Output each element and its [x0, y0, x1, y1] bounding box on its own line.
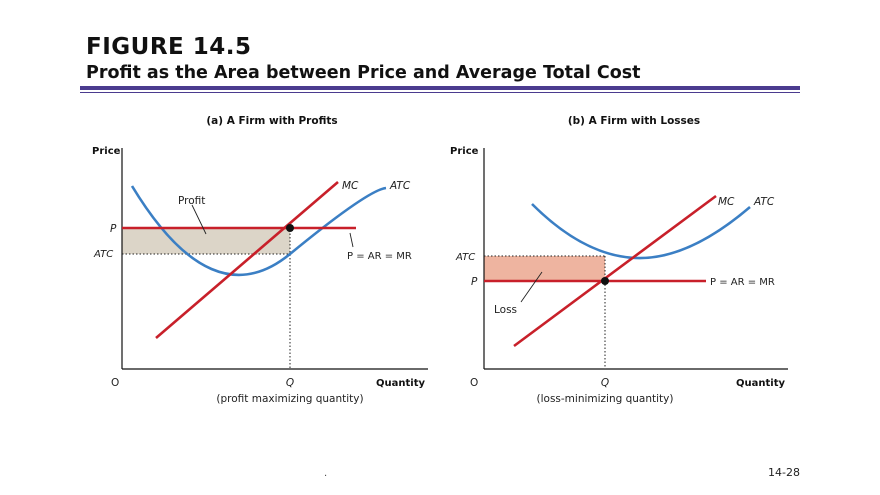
panel-b-title: (b) A Firm with Losses — [568, 115, 700, 127]
page-number: 14-28 — [768, 466, 800, 479]
panel-b-origin-label: O — [470, 377, 478, 389]
panel-a-mc-line — [155, 181, 339, 339]
figure-title: FIGURE 14.5 — [86, 34, 252, 60]
panel-b-mc-label: MC — [718, 196, 735, 208]
header-rule-thick — [80, 86, 800, 90]
panel-b-mc-line — [513, 194, 717, 348]
panel-a-q-label: Q — [286, 377, 294, 389]
panel-b-x-axis-label: Quantity — [736, 378, 785, 389]
panel-b-atc-curve — [531, 203, 751, 260]
loss-label: Loss — [494, 304, 517, 316]
header-rule-thin — [80, 92, 800, 93]
panel-b-q-caption: (loss-minimizing quantity) — [537, 393, 674, 405]
panel-b-atc-curve-label: ATC — [753, 196, 775, 208]
footer-dot: . — [324, 468, 328, 479]
panel-b-y-axis-label: Price — [450, 146, 479, 157]
panel-a-x-axis-label: Quantity — [376, 378, 425, 389]
profit-label: Profit — [178, 195, 205, 207]
figure-subtitle: Profit as the Area between Price and Ave… — [86, 63, 641, 83]
panel-a-q-caption: (profit maximizing quantity) — [216, 393, 363, 405]
panel-a-demand-label: P = AR = MR — [347, 251, 412, 262]
profit-area — [122, 228, 290, 254]
loss-leader-line — [520, 271, 543, 303]
panel-b-optimum-point — [601, 277, 609, 285]
panel-a-atc-curve — [130, 185, 387, 277]
panel-b-q-label: Q — [601, 377, 609, 389]
panel-a-title: (a) A Firm with Profits — [206, 115, 337, 127]
panel-a-origin-label: O — [111, 377, 119, 389]
panel-a-demand-leader-line — [349, 232, 354, 248]
panel-a-atc-curve-label: ATC — [389, 180, 411, 192]
panel-a: (a) A Firm with Profits Price Profit — [92, 115, 428, 405]
profit-leader-line — [191, 204, 207, 235]
panel-a-mc-label: MC — [342, 180, 359, 192]
panel-b-demand-label: P = AR = MR — [710, 277, 775, 288]
panel-b: (b) A Firm with Losses Price ATC P — [450, 115, 788, 405]
loss-area — [484, 256, 605, 281]
panel-b-atc-tick-label: ATC — [455, 252, 475, 263]
panel-a-p-label: P — [110, 223, 117, 235]
panel-a-optimum-point — [286, 224, 294, 232]
panel-a-y-axis-label: Price — [92, 146, 121, 157]
panel-a-atc-tick-label: ATC — [93, 249, 113, 260]
panel-b-p-label: P — [471, 276, 478, 288]
